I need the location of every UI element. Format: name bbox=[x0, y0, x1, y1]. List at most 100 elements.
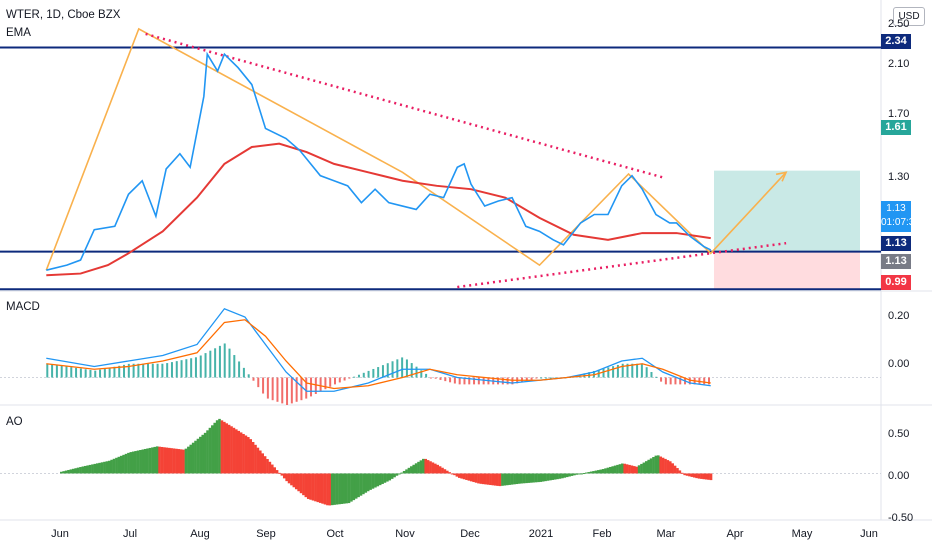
ao-histogram-bar bbox=[659, 456, 662, 474]
macd-histogram-bar bbox=[103, 368, 106, 378]
ema-indicator-label[interactable]: EMA bbox=[6, 27, 31, 39]
ao-histogram-bar bbox=[328, 473, 332, 506]
ema-line bbox=[46, 142, 711, 277]
macd-histogram-bar bbox=[544, 377, 547, 379]
ao-histogram-bar bbox=[704, 473, 708, 480]
ao-histogram-bar bbox=[366, 473, 370, 492]
ao-histogram-bar bbox=[218, 418, 221, 474]
ao-histogram-bar bbox=[333, 473, 336, 505]
macd-tick: 0.00 bbox=[888, 358, 910, 370]
macd-histogram-bar bbox=[151, 363, 154, 378]
ao-histogram-bar bbox=[541, 473, 545, 482]
ao-histogram-bar bbox=[676, 468, 679, 474]
macd-histogram-bar bbox=[434, 377, 437, 379]
ao-histogram-bar bbox=[290, 473, 293, 486]
macd-histogram-bar bbox=[156, 363, 159, 378]
ao-histogram-bar bbox=[151, 447, 154, 474]
macd-histogram-bar bbox=[530, 377, 533, 380]
ao-histogram-bar bbox=[335, 473, 339, 505]
ao-histogram-bar bbox=[270, 464, 274, 474]
ao-histogram-bar bbox=[208, 427, 212, 474]
ao-histogram-bar bbox=[407, 467, 411, 474]
ao-histogram-bar bbox=[223, 421, 226, 474]
macd-histogram-bar bbox=[410, 363, 413, 378]
macd-indicator-label[interactable]: MACD bbox=[6, 301, 40, 313]
ao-histogram-bar bbox=[187, 446, 190, 474]
macd-tick: 0.20 bbox=[888, 310, 910, 322]
macd-histogram-bar bbox=[194, 357, 197, 378]
projection-arrow-head bbox=[775, 171, 788, 182]
ao-histogram-bar bbox=[575, 473, 579, 475]
ao-histogram-bar bbox=[398, 473, 401, 475]
ao-histogram-bar bbox=[609, 466, 612, 474]
ao-histogram-bar bbox=[623, 463, 627, 474]
ao-histogram-bar bbox=[316, 473, 320, 503]
macd-histogram-bar bbox=[271, 377, 274, 401]
ao-histogram-bar bbox=[191, 442, 195, 474]
ao-histogram-bar bbox=[326, 473, 329, 506]
macd-histogram-bar bbox=[89, 369, 92, 378]
x-tick: Mar bbox=[656, 528, 676, 540]
ao-histogram-bar bbox=[429, 461, 432, 474]
ao-histogram-bar bbox=[275, 470, 279, 474]
ao-histogram-bar bbox=[266, 459, 269, 474]
macd-histogram-bar bbox=[525, 377, 528, 381]
macd-histogram-bar bbox=[209, 350, 212, 378]
ao-histogram-bar bbox=[695, 473, 698, 479]
ao-histogram-bar bbox=[644, 461, 648, 474]
x-tick: 2021 bbox=[528, 528, 554, 540]
macd-histogram-bar bbox=[199, 355, 202, 378]
ao-histogram-bar bbox=[359, 473, 363, 496]
ao-histogram-bar bbox=[299, 473, 303, 494]
ao-histogram-bar bbox=[179, 449, 183, 474]
ao-histogram-bar bbox=[79, 467, 82, 474]
ao-histogram-bar bbox=[508, 473, 511, 485]
macd-histogram-bar bbox=[343, 377, 346, 381]
ao-histogram-bar bbox=[136, 450, 140, 474]
ao-histogram-bar bbox=[285, 473, 288, 482]
upper-line-price-tag: 2.34 bbox=[881, 34, 911, 49]
ao-histogram-bar bbox=[630, 465, 634, 474]
ao-histogram-bar bbox=[153, 446, 157, 474]
ao-histogram-bar bbox=[127, 452, 130, 474]
macd-histogram-bar bbox=[257, 377, 260, 388]
ao-histogram-bar bbox=[529, 473, 533, 483]
ao-histogram-bar bbox=[86, 465, 89, 474]
ao-histogram-bar bbox=[582, 473, 586, 475]
ao-histogram-bar bbox=[220, 420, 224, 474]
ao-histogram-bar bbox=[690, 473, 694, 477]
macd-histogram-bar bbox=[238, 361, 241, 378]
ao-histogram-bar bbox=[656, 455, 660, 474]
ao-histogram-bar bbox=[534, 473, 538, 483]
macd-histogram-bar bbox=[482, 377, 485, 385]
ao-histogram-bar bbox=[580, 473, 583, 475]
ao-histogram-bar bbox=[196, 438, 200, 474]
ao-histogram-bar bbox=[338, 473, 341, 505]
bar-countdown: 01:07:32 bbox=[881, 217, 920, 228]
ao-histogram-bar bbox=[211, 425, 214, 474]
macd-histogram-bar bbox=[180, 360, 183, 378]
currency-button[interactable]: USD bbox=[893, 7, 925, 26]
ao-histogram-bar bbox=[131, 451, 135, 474]
ao-histogram-bar bbox=[707, 473, 710, 480]
macd-histogram-bar bbox=[262, 377, 265, 394]
ao-histogram-bar bbox=[683, 473, 686, 476]
target-price-tag: 1.61 bbox=[881, 120, 911, 135]
ao-histogram-bar bbox=[424, 458, 428, 474]
macd-histogram-bar bbox=[214, 348, 217, 378]
ao-histogram-bar bbox=[688, 473, 691, 477]
gray-line-price-tag: 1.13 bbox=[881, 254, 911, 269]
macd-histogram-bar bbox=[420, 370, 423, 378]
ao-histogram-bar bbox=[666, 460, 670, 474]
ao-histogram-bar bbox=[455, 473, 459, 477]
ao-histogram-bar bbox=[668, 461, 672, 474]
last-price-tag: 1.13 01:07:32 bbox=[881, 201, 920, 232]
ao-indicator-label[interactable]: AO bbox=[6, 416, 23, 428]
ao-histogram-bar bbox=[93, 463, 97, 474]
ao-histogram-bar bbox=[678, 470, 682, 474]
ao-histogram-bar bbox=[520, 473, 523, 484]
ao-histogram-bar bbox=[652, 457, 655, 474]
macd-histogram-bar bbox=[477, 377, 480, 385]
macd-histogram-bar bbox=[314, 377, 317, 394]
